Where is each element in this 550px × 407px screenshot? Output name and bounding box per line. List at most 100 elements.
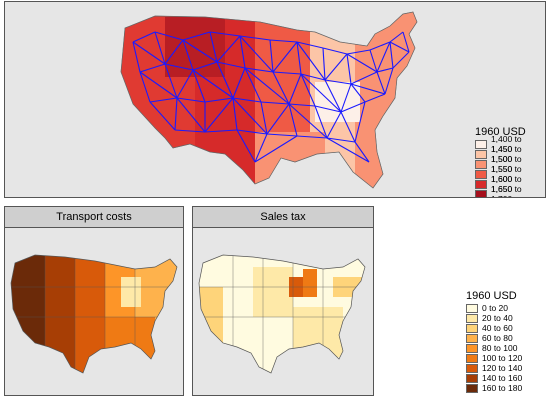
network-edge xyxy=(369,41,391,51)
sales-tax-map xyxy=(198,254,366,374)
region-south xyxy=(293,307,343,357)
network-edge xyxy=(209,31,218,63)
network-edge xyxy=(300,73,316,107)
legend-swatch xyxy=(466,353,478,363)
network-edge xyxy=(232,97,262,103)
network-edge xyxy=(192,69,206,103)
network-edge xyxy=(269,39,274,73)
legend-label: 0 to 20 xyxy=(482,303,508,313)
sales-tax-title: Sales tax xyxy=(193,207,373,228)
network-edge xyxy=(244,67,274,73)
network-edge xyxy=(254,135,298,163)
network-edge xyxy=(296,41,302,75)
network-edge xyxy=(216,35,241,63)
network-edge xyxy=(174,129,206,133)
region-south xyxy=(105,317,155,373)
network-edge xyxy=(272,71,302,75)
network-edge xyxy=(204,129,238,133)
network-edge xyxy=(232,67,246,99)
legend-label: 120 to 140 xyxy=(482,363,523,373)
legend-item: 80 to 100 xyxy=(466,343,522,353)
legend-label: 1,650 to 1,700 xyxy=(490,184,522,197)
network-edge xyxy=(402,31,410,53)
network-edge xyxy=(324,79,342,113)
network-edge xyxy=(354,101,366,143)
transport-network xyxy=(132,31,410,163)
network-edge xyxy=(139,71,151,103)
network-edge xyxy=(350,83,386,95)
legend-swatch xyxy=(466,373,478,383)
legend-item: 160 to 180 xyxy=(466,383,522,393)
legend-item: 100 to 120 xyxy=(466,353,522,363)
network-edge xyxy=(149,101,176,131)
sales-regions xyxy=(199,255,365,373)
network-edge xyxy=(232,97,268,135)
network-edge xyxy=(236,129,256,163)
network-edge xyxy=(346,53,378,73)
legend-label: 1,550 to 1,600 xyxy=(490,164,522,184)
network-edge xyxy=(314,105,328,139)
bottom-legend-title: 1960 USD xyxy=(466,290,517,302)
network-edge xyxy=(260,101,268,135)
network-edge xyxy=(164,39,184,65)
legend-item: 60 to 80 xyxy=(466,333,522,343)
legend-swatch xyxy=(475,149,487,159)
network-edge xyxy=(154,31,166,65)
network-edge xyxy=(340,101,366,113)
network-edge xyxy=(384,67,394,95)
legend-item: 1,550 to 1,600 xyxy=(475,164,545,184)
legend-label: 40 to 60 xyxy=(482,323,513,333)
main-map-panel: 1960 USD 1,400 to 1,450 1,450 to 1,500 1,5… xyxy=(4,1,546,198)
legend-swatch xyxy=(466,323,478,333)
network-edge xyxy=(266,103,290,135)
legend-item: 1,450 to 1,500 xyxy=(475,144,545,164)
legend-item: 1,600 to 1,650 xyxy=(475,174,545,194)
network-edge xyxy=(239,35,271,41)
region-east xyxy=(355,12,417,188)
legend-swatch xyxy=(475,159,487,169)
legend-label: 20 to 40 xyxy=(482,313,513,323)
legend-label: 60 to 80 xyxy=(482,333,513,343)
network-edge xyxy=(132,31,156,43)
network-edge xyxy=(392,51,410,69)
network-edge xyxy=(139,63,166,73)
network-edge xyxy=(296,41,324,49)
legend-swatch xyxy=(466,383,478,393)
transport-costs-panel: Transport costs xyxy=(4,206,184,396)
network-edge xyxy=(272,41,298,73)
legend-label: 1,450 to 1,500 xyxy=(490,144,522,164)
region-michigan xyxy=(303,269,317,297)
region-ohio xyxy=(121,277,141,307)
legend-swatch xyxy=(475,139,487,149)
legend-swatch xyxy=(466,363,478,373)
region-ohio-valley xyxy=(315,82,360,122)
network-edge xyxy=(164,63,194,71)
network-edge xyxy=(192,69,234,99)
sales-tax-panel: Sales tax xyxy=(192,206,374,396)
network-edge xyxy=(236,129,268,135)
legend-swatch xyxy=(475,179,487,189)
legend-swatch xyxy=(466,343,478,353)
region-northwest xyxy=(165,17,225,77)
network-edge xyxy=(324,53,348,81)
network-edge xyxy=(182,31,211,41)
network-edge xyxy=(288,73,302,105)
legend-label: 1,600 to 1,650 xyxy=(490,174,522,194)
legend-swatch xyxy=(466,303,478,313)
network-edge xyxy=(389,41,410,53)
network-edge xyxy=(209,31,241,37)
network-edge xyxy=(216,61,246,69)
network-edge xyxy=(326,137,356,143)
network-edge xyxy=(272,71,290,105)
network-edge xyxy=(139,71,178,99)
legend-item: 20 to 40 xyxy=(466,313,522,323)
network-edge xyxy=(346,53,352,85)
legend-swatch xyxy=(475,189,487,197)
network-edge xyxy=(174,97,178,131)
network-edge xyxy=(239,35,246,69)
network-edge xyxy=(182,39,218,63)
network-edge xyxy=(132,41,166,65)
network-edge xyxy=(232,97,238,131)
network-edge xyxy=(300,73,342,113)
legend-label: 1,400 to 1,450 xyxy=(490,134,522,154)
